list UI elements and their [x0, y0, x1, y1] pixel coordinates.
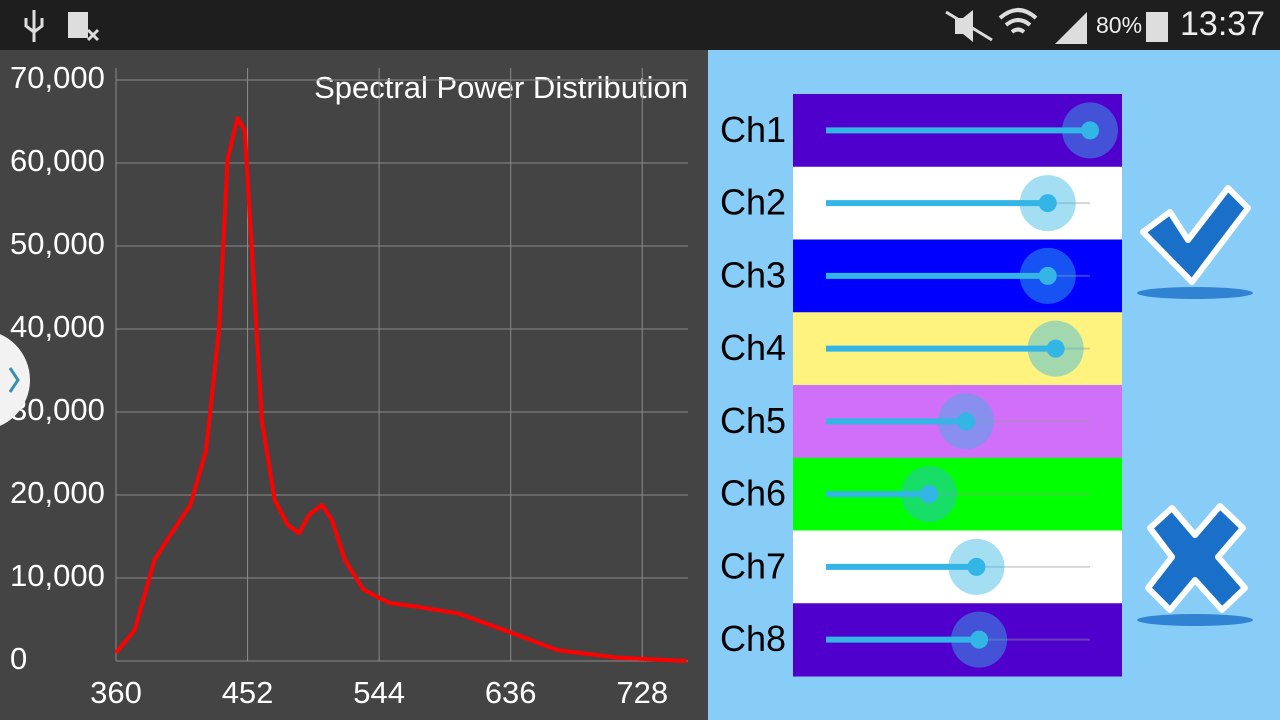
drawer-handle[interactable]	[0, 330, 30, 430]
plot	[114, 116, 687, 663]
confirm-button[interactable]	[1137, 185, 1253, 299]
channel-slider[interactable]	[826, 247, 1090, 304]
slider-thumb	[956, 412, 975, 431]
clock: 13:37	[1180, 5, 1265, 43]
slider-thumb	[1081, 121, 1099, 140]
channel-label: Ch3	[720, 254, 786, 295]
sim-icon	[68, 12, 100, 42]
slider-thumb	[1038, 194, 1057, 213]
channel-slider[interactable]	[826, 393, 1090, 450]
mute-icon	[945, 10, 993, 42]
channel-slider[interactable]	[826, 320, 1090, 377]
chart-title: Spectral Power Distribution	[314, 70, 688, 105]
spectrum-line	[114, 116, 687, 663]
channel-label: Ch6	[720, 473, 786, 514]
slider-list: Ch1 Ch2 Ch3 Ch4 Ch5 Ch6 Ch7 Ch8	[720, 94, 1122, 677]
channel-slider[interactable]	[826, 538, 1090, 595]
channel-label: Ch8	[720, 618, 786, 659]
y-tick-label: 40,000	[10, 309, 105, 344]
x-tick-label: 360	[90, 675, 142, 710]
y-tick-label: 70,000	[10, 60, 105, 95]
battery-icon	[1146, 12, 1168, 42]
x-tick-label: 728	[616, 675, 668, 710]
slider-thumb	[919, 485, 938, 504]
y-tick-label: 60,000	[10, 143, 105, 178]
channel-slider[interactable]	[826, 102, 1118, 159]
slider-thumb	[1046, 339, 1065, 358]
grid: 010,00020,00030,00040,00050,00060,00070,…	[10, 60, 688, 710]
y-tick-label: 20,000	[10, 475, 105, 510]
slider-thumb	[970, 630, 989, 649]
channel-slider[interactable]	[826, 466, 1090, 523]
channel-label: Ch1	[720, 109, 786, 150]
signal-icon	[1055, 12, 1087, 44]
channel-label: Ch4	[720, 327, 786, 368]
chart-panel	[0, 50, 708, 720]
y-tick-label: 50,000	[10, 226, 105, 261]
x-tick-label: 636	[485, 675, 537, 710]
slider-thumb	[967, 557, 986, 576]
cancel-button[interactable]	[1137, 503, 1253, 626]
y-tick-label: 0	[10, 641, 27, 676]
channel-label: Ch5	[720, 400, 786, 441]
usb-icon	[24, 10, 44, 42]
wifi-icon	[998, 8, 1038, 34]
battery-text: 80%	[1096, 12, 1142, 38]
status-bar	[0, 0, 1280, 50]
channel-label: Ch2	[720, 182, 786, 223]
channel-label: Ch7	[720, 545, 786, 586]
slider-thumb	[1038, 266, 1057, 285]
channel-slider[interactable]	[826, 611, 1090, 668]
x-tick-label: 452	[222, 675, 274, 710]
x-tick-label: 544	[353, 675, 405, 710]
y-tick-label: 10,000	[10, 558, 105, 593]
channel-slider[interactable]	[826, 175, 1090, 232]
